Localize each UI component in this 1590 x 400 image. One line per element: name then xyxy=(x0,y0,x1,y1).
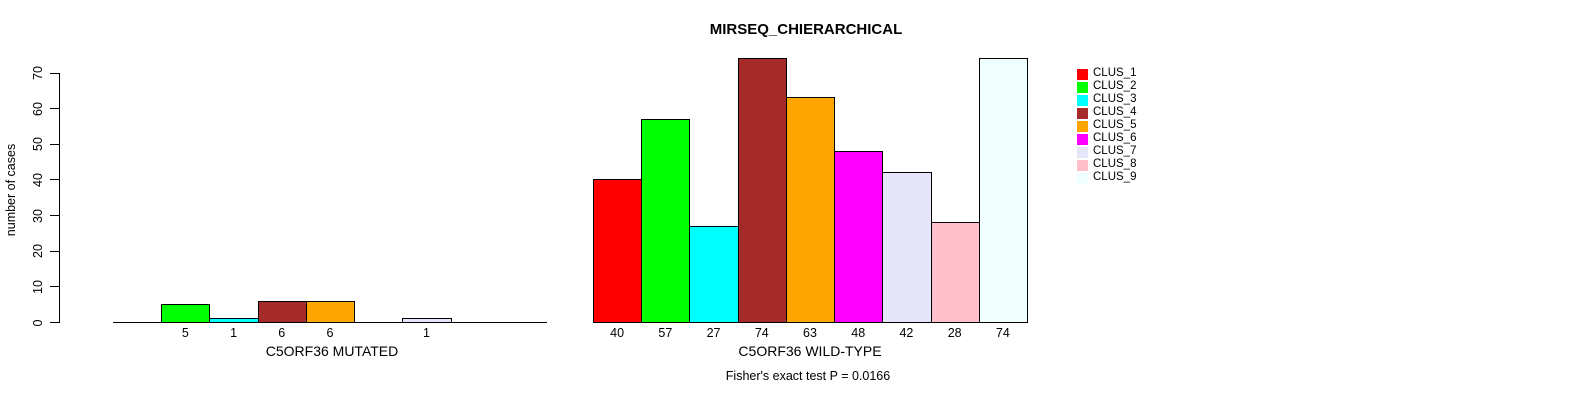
y-axis-tick-label: 10 xyxy=(31,279,45,294)
y-axis-tick-label: 40 xyxy=(31,172,45,187)
bar-value-label: 6 xyxy=(278,326,286,340)
bar-value-label: 74 xyxy=(995,326,1010,340)
bar-clus_7 xyxy=(402,318,452,323)
legend-label: CLUS_5 xyxy=(1093,119,1137,131)
y-axis-tick-label: 50 xyxy=(31,137,45,152)
legend-swatch-clus_5 xyxy=(1077,120,1088,132)
bar-clus_2 xyxy=(161,304,211,323)
bar-clus_4 xyxy=(257,301,307,323)
bar-clus_9 xyxy=(978,58,1028,323)
y-axis-tick xyxy=(50,322,59,323)
legend-label: CLUS_7 xyxy=(1093,145,1137,157)
chart-title: MIRSEQ_CHIERARCHICAL xyxy=(709,21,903,38)
legend-swatch-clus_3 xyxy=(1077,94,1088,106)
y-axis-title: number of cases xyxy=(4,143,18,237)
y-axis-tick-label: 60 xyxy=(31,101,45,116)
bar-value-label: 1 xyxy=(422,326,430,340)
bar-clus_7 xyxy=(882,172,932,323)
y-axis-tick-label: 30 xyxy=(31,208,45,223)
legend-swatch-clus_2 xyxy=(1077,81,1088,93)
bar-clus_2 xyxy=(641,119,691,323)
legend-label: CLUS_2 xyxy=(1093,80,1137,92)
bar-value-label: 5 xyxy=(181,326,189,340)
y-axis-tick xyxy=(50,286,59,288)
bar-value-label: 28 xyxy=(947,326,962,340)
y-axis-tick xyxy=(50,215,59,217)
y-axis-tick xyxy=(50,250,59,252)
y-axis-tick-label: 70 xyxy=(31,66,45,80)
bar-clus_5 xyxy=(305,301,356,323)
bar-value-label: 40 xyxy=(610,326,625,340)
legend-label: CLUS_6 xyxy=(1093,132,1137,144)
bar-value-label: 27 xyxy=(706,326,721,340)
bar-clus_3 xyxy=(209,318,259,323)
bar-value-label: 1 xyxy=(230,326,238,340)
y-axis-tick xyxy=(50,143,59,145)
bar-clus_1 xyxy=(593,179,643,323)
legend-label: CLUS_4 xyxy=(1093,106,1137,118)
bar-clus_5 xyxy=(785,97,836,323)
bar-value-label: 57 xyxy=(658,326,673,340)
legend-swatch-clus_1 xyxy=(1077,68,1088,80)
y-axis-tick-label: 20 xyxy=(31,244,45,259)
x-axis-title-mutated: C5ORF36 MUTATED xyxy=(265,343,399,359)
bar-value-label: 6 xyxy=(326,326,334,340)
bar-value-label: 48 xyxy=(851,326,866,340)
x-axis-title-wildtype: C5ORF36 WILD-TYPE xyxy=(738,343,882,359)
y-axis-tick xyxy=(50,72,59,74)
y-axis-tick-label: 0 xyxy=(31,319,45,326)
legend-label: CLUS_9 xyxy=(1093,171,1137,183)
legend-label: CLUS_8 xyxy=(1093,158,1137,170)
legend-label: CLUS_3 xyxy=(1093,93,1137,105)
y-axis-line xyxy=(59,73,60,323)
legend-swatch-clus_9 xyxy=(1077,172,1088,184)
legend-swatch-clus_7 xyxy=(1077,146,1088,158)
bar-value-label: 74 xyxy=(754,326,769,340)
legend-label: CLUS_1 xyxy=(1093,67,1137,79)
legend-swatch-clus_4 xyxy=(1077,107,1088,119)
fisher-test-annotation: Fisher's exact test P = 0.0166 xyxy=(725,369,891,383)
bar-value-label: 63 xyxy=(803,326,817,340)
bar-clus_3 xyxy=(689,226,739,323)
legend-swatch-clus_8 xyxy=(1077,159,1088,171)
bar-value-label: 42 xyxy=(899,326,914,340)
bar-clus_4 xyxy=(737,58,787,323)
y-axis-tick xyxy=(50,179,59,181)
bar-clus_6 xyxy=(834,151,884,323)
legend-swatch-clus_6 xyxy=(1077,133,1088,145)
y-axis-tick xyxy=(50,108,59,110)
bar-clus_8 xyxy=(930,222,980,323)
